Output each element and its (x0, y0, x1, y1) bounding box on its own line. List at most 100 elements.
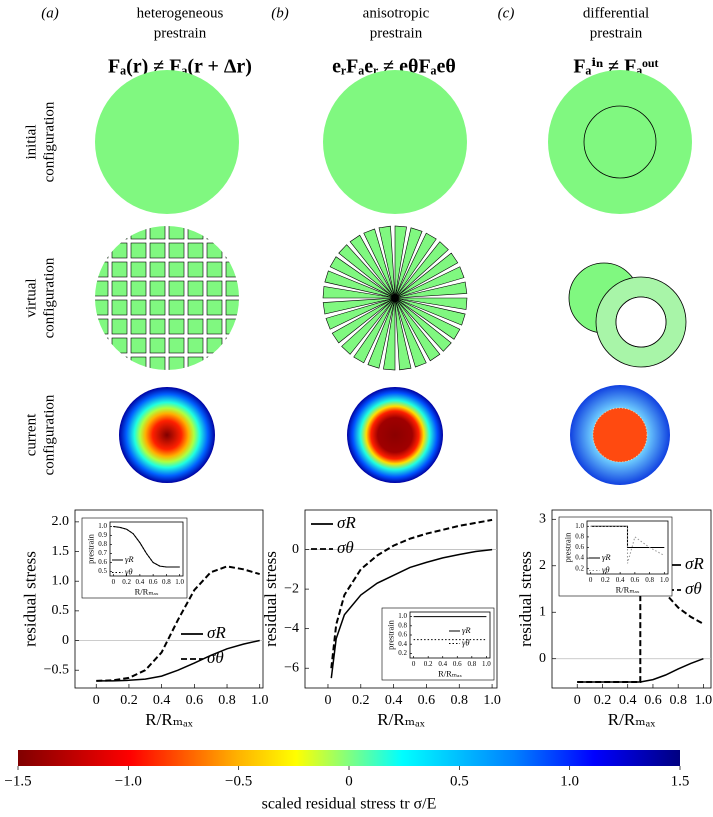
y-axis-label: prestrain (86, 533, 96, 563)
x-tick-label: 0.4 (153, 693, 171, 708)
colorbar-tick-label: 0 (345, 773, 353, 789)
plot-frame (409, 611, 491, 659)
virtual-wedge (394, 297, 461, 340)
virtual-wedge (383, 297, 396, 371)
virtual-piece (187, 261, 204, 278)
row-label-line: configuration (41, 394, 57, 475)
y-axis-label: residual stress (21, 551, 40, 647)
panel-title: prestrain (154, 25, 207, 41)
equation: eᵣFₐeᵣ ≠ eθFₐeθ (332, 56, 456, 78)
inner-boundary (583, 105, 657, 179)
y-tick-label: 0.8 (98, 540, 107, 548)
legend-label: σR (337, 513, 356, 532)
x-axis-label: R/Rₘₐₓ (145, 710, 192, 729)
row-label-line: configuration (41, 257, 57, 338)
virtual-piece (130, 337, 147, 354)
series-line (590, 525, 665, 549)
virtual-wedge (394, 227, 423, 299)
virtual-piece (225, 318, 239, 335)
row-label: current configuration (23, 394, 57, 475)
virtual-piece (206, 356, 223, 370)
y-tick-label: 0 (539, 651, 546, 666)
legend-label: σθ (207, 648, 224, 667)
initial-disk (548, 70, 692, 214)
x-tick-label: 0.8 (451, 693, 469, 708)
virtual-piece (149, 318, 166, 335)
virtual-piece (95, 242, 109, 259)
x-tick-label: 0.2 (594, 693, 612, 708)
virtual-piece (187, 242, 204, 259)
y-axis-label: residual stress (261, 551, 280, 647)
panel-label: (c) (498, 5, 515, 21)
plot-frame (109, 521, 184, 577)
y-tick-label: 1.0 (98, 522, 107, 530)
x-tick-label: 0.8 (218, 693, 236, 708)
x-tick-label: 1.0 (175, 578, 184, 586)
virtual-wedge (341, 297, 396, 355)
virtual-piece (130, 242, 147, 259)
virtual-wedge (322, 297, 396, 315)
y-tick-label: −4 (284, 621, 299, 636)
y-axis-label: prestrain (386, 619, 396, 649)
initial-disk (95, 70, 239, 214)
legend-label: σθ (685, 579, 702, 598)
virtual-piece (187, 318, 204, 335)
series-line (96, 639, 260, 682)
x-tick-label: 0.6 (630, 576, 639, 584)
virtual-piece (130, 318, 147, 335)
virtual-wedge (394, 252, 459, 299)
series-line (96, 565, 260, 682)
y-tick-label: 0.2 (575, 564, 584, 572)
row-label-line: configuration (41, 101, 57, 182)
y-tick-label: 0.6 (398, 631, 407, 639)
virtual-piece (206, 280, 223, 297)
y-tick-label: 1.5 (52, 544, 70, 559)
y-tick-label: 1 (539, 604, 546, 619)
y-tick-label: 0.4 (398, 640, 407, 648)
current-core (592, 407, 648, 463)
virtual-piece (149, 242, 166, 259)
colorbar-tick-label: −0.5 (225, 773, 252, 789)
virtual-piece (187, 226, 204, 240)
x-tick-label: 0.8 (467, 660, 476, 668)
virtual-piece (111, 356, 128, 370)
y-tick-label: 0.7 (98, 549, 107, 557)
x-tick-label: 0.4 (438, 660, 447, 668)
virtual-piece (95, 337, 109, 354)
virtual-piece (225, 242, 239, 259)
colorbar-tick-label: −1.5 (4, 773, 31, 789)
y-axis-label: prestrain (563, 532, 573, 562)
virtual-piece (168, 318, 185, 335)
x-axis-label: R/Rₘₐₓ (135, 586, 159, 596)
y-tick-label: 2 (539, 558, 546, 573)
virtual-piece (130, 356, 147, 370)
x-tick-label: 0.6 (453, 660, 462, 668)
virtual-piece (130, 280, 147, 297)
virtual-piece (149, 261, 166, 278)
legend-label: γR (125, 554, 134, 564)
y-tick-label: −2 (284, 581, 299, 596)
virtual-piece (130, 226, 147, 240)
x-tick-label: 0 (574, 693, 581, 708)
series-line (590, 525, 665, 564)
virtual-wedge (394, 297, 412, 371)
virtual-piece (187, 280, 204, 297)
virtual-piece (111, 261, 128, 278)
legend-label: σR (685, 554, 704, 573)
panel-title: differential (583, 5, 649, 21)
virtual-piece (111, 299, 128, 316)
series-line (330, 548, 493, 679)
x-axis-label: R/Rₘₐₓ (377, 710, 424, 729)
virtual-piece (206, 299, 223, 316)
x-tick-label: 0.4 (616, 576, 625, 584)
virtual-piece (206, 226, 223, 240)
x-tick-label: 0 (112, 578, 116, 586)
y-tick-label: 1.0 (398, 612, 407, 620)
y-tick-label: 0.9 (98, 531, 107, 539)
virtual-piece (168, 280, 185, 297)
y-tick-label: 2.0 (52, 514, 70, 529)
virtual-wedge (367, 297, 396, 369)
y-tick-label: 0.6 (98, 558, 107, 566)
virtual-piece (111, 318, 128, 335)
virtual-piece (225, 226, 239, 240)
